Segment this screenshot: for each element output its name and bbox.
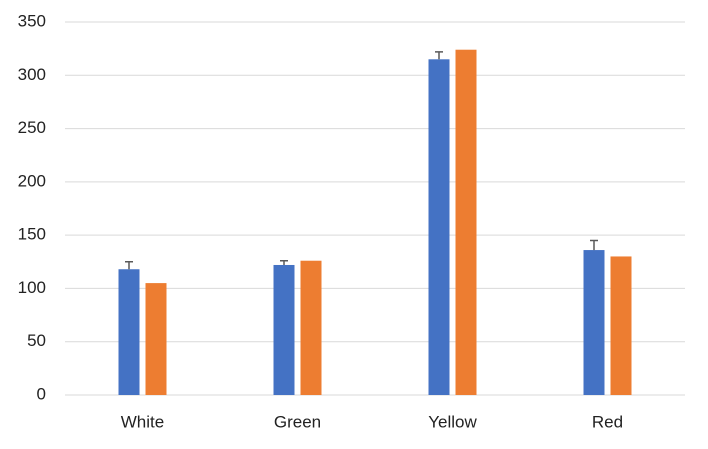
bar	[145, 283, 167, 395]
bar	[583, 250, 605, 395]
x-tick-label: White	[121, 412, 164, 431]
y-tick-label: 300	[18, 65, 46, 84]
y-tick-label: 150	[18, 225, 46, 244]
y-tick-label: 0	[37, 384, 46, 403]
y-tick-label: 250	[18, 118, 46, 137]
x-tick-label: Green	[274, 412, 321, 431]
bar	[118, 269, 140, 395]
bar	[610, 256, 632, 395]
x-tick-label: Yellow	[428, 412, 477, 431]
bar	[455, 49, 477, 396]
bar	[428, 59, 450, 396]
error-bar	[590, 239, 598, 251]
y-tick-label: 50	[27, 331, 46, 350]
y-tick-label: 100	[18, 278, 46, 297]
error-bar	[125, 261, 133, 270]
bar	[300, 260, 322, 395]
y-tick-label: 200	[18, 171, 46, 190]
y-tick-label: 350	[18, 11, 46, 30]
bar	[273, 264, 295, 395]
error-bar	[435, 51, 443, 60]
error-bar	[280, 259, 288, 265]
x-tick-label: Red	[592, 412, 623, 431]
